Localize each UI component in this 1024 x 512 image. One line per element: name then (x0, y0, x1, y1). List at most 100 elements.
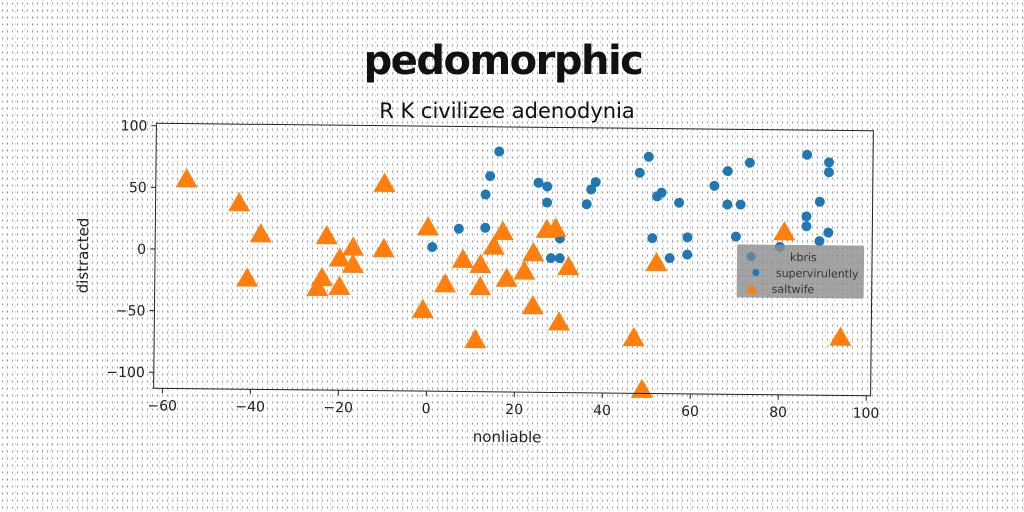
plot-frame (153, 122, 874, 397)
point-saltwife-12 (372, 237, 395, 258)
point-saltwife-0 (175, 168, 198, 188)
point-saltwife-29 (557, 255, 580, 276)
x-tick-label: −40 (235, 399, 265, 415)
point-saltwife-15 (433, 273, 456, 293)
point-saltwife-26 (544, 217, 567, 237)
legend-marker-kbris (746, 252, 756, 262)
point-supervirulently-13 (590, 177, 601, 188)
point-supervirulently-5 (427, 241, 438, 252)
legend-marker-saltwife (745, 283, 758, 294)
legend-label-supervirulently: supervirulently (776, 267, 859, 281)
point-supervirulently-16 (634, 167, 645, 178)
x-axis-ticks: −60 −40 −20 0 20 40 60 80 100 (147, 388, 879, 422)
point-supervirulently-38 (823, 227, 834, 238)
point-saltwife-31 (630, 378, 653, 399)
x-tick-label: 80 (769, 405, 787, 421)
point-supervirulently-27 (722, 199, 733, 210)
point-saltwife-27 (521, 294, 544, 315)
point-saltwife-1 (228, 192, 251, 212)
x-tick-label: 60 (681, 404, 699, 420)
point-saltwife-23 (513, 260, 536, 280)
point-saltwife-19 (464, 328, 487, 349)
point-saltwife-28 (547, 311, 570, 331)
y-axis-ticks: 100 50 0 −50 −100 (106, 118, 157, 381)
point-saltwife-34 (829, 326, 852, 346)
point-saltwife-20 (482, 235, 505, 255)
point-supervirulently-23 (682, 232, 693, 243)
legend-box (736, 244, 865, 299)
point-supervirulently-14 (586, 184, 597, 195)
point-supervirulently-26 (722, 166, 733, 177)
point-supervirulently-2 (480, 189, 491, 200)
point-saltwife-7 (328, 247, 351, 267)
legend-label-saltwife: saltwife (772, 283, 815, 296)
y-tick-label: 100 (121, 118, 148, 134)
plot-area: −60 −40 −20 0 20 40 60 80 100 100 50 0 −50 −100 nonl… (74, 118, 880, 447)
x-tick-label: −60 (147, 398, 177, 414)
point-supervirulently-11 (554, 253, 565, 264)
point-supervirulently-8 (542, 197, 553, 208)
point-supervirulently-6 (533, 177, 544, 188)
point-supervirulently-10 (545, 253, 556, 264)
point-saltwife-3 (236, 267, 259, 287)
point-supervirulently-30 (730, 231, 741, 242)
point-saltwife-30 (622, 326, 645, 347)
y-tick-label: −50 (116, 303, 146, 319)
legend-label-kbris: kbris (790, 251, 817, 264)
point-supervirulently-22 (664, 253, 675, 264)
point-saltwife-22 (495, 267, 518, 287)
point-supervirulently-7 (542, 181, 553, 192)
point-supervirulently-3 (480, 222, 491, 233)
point-saltwife-11 (373, 172, 396, 192)
y-axis-label: distracted (74, 218, 93, 294)
point-saltwife-2 (249, 223, 272, 243)
point-supervirulently-19 (652, 191, 663, 202)
point-saltwife-33 (773, 221, 796, 241)
chart-title: pedomorphic (364, 38, 643, 84)
point-supervirulently-33 (801, 211, 812, 222)
point-saltwife-13 (416, 216, 439, 236)
point-saltwife-6 (315, 225, 338, 245)
point-saltwife-14 (411, 298, 434, 319)
y-tick-label: 50 (129, 180, 147, 196)
x-tick-label: 0 (422, 401, 431, 417)
x-tick-label: 100 (853, 406, 880, 422)
point-supervirulently-36 (823, 167, 834, 178)
point-saltwife-24 (522, 241, 545, 262)
y-tick-label: −100 (106, 365, 145, 381)
point-supervirulently-32 (802, 149, 813, 160)
x-axis-label: nonliable (473, 428, 542, 447)
point-supervirulently-28 (735, 199, 746, 210)
y-tick-label: 0 (137, 242, 146, 258)
point-saltwife-5 (306, 276, 329, 297)
point-saltwife-8 (341, 236, 364, 256)
point-supervirulently-0 (494, 146, 505, 157)
point-supervirulently-21 (647, 233, 658, 244)
point-supervirulently-34 (801, 221, 812, 232)
chart-subtitle: R K civilizee adenodynia (379, 99, 635, 123)
point-saltwife-10 (328, 275, 351, 296)
legend: kbris supervirulently saltwife (736, 244, 865, 299)
point-supervirulently-37 (814, 196, 825, 207)
point-saltwife-18 (469, 275, 492, 296)
point-supervirulently-25 (709, 180, 720, 191)
legend-marker-supervirulently (752, 269, 760, 277)
x-tick-label: 40 (593, 403, 611, 419)
point-supervirulently-15 (581, 199, 592, 210)
point-supervirulently-35 (824, 157, 835, 168)
point-saltwife-32 (645, 251, 668, 272)
point-supervirulently-1 (485, 171, 496, 182)
point-saltwife-16 (451, 248, 474, 268)
point-supervirulently-24 (682, 249, 693, 260)
data-points (175, 146, 852, 399)
point-saltwife-21 (491, 220, 514, 241)
x-tick-label: −20 (323, 400, 353, 416)
point-supervirulently-20 (674, 197, 685, 208)
point-supervirulently-29 (744, 157, 755, 168)
point-supervirulently-4 (453, 223, 464, 234)
point-supervirulently-39 (814, 236, 825, 247)
point-supervirulently-17 (643, 151, 654, 162)
point-saltwife-9 (341, 253, 364, 273)
x-tick-label: 20 (505, 402, 523, 418)
